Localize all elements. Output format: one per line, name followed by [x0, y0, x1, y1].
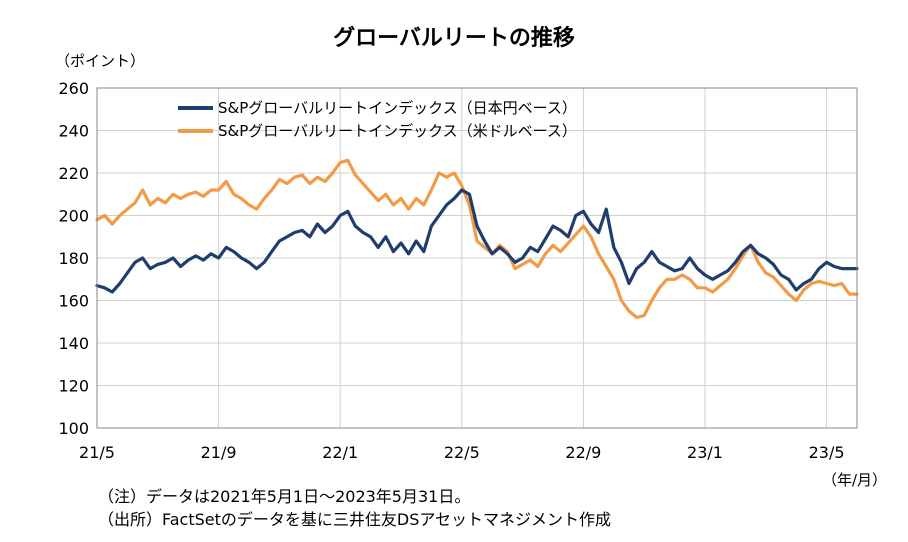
plot-frame: [96, 87, 858, 429]
y-tick-label: 140: [58, 334, 89, 353]
y-tick-label: 240: [58, 122, 89, 141]
y-axis-unit: （ポイント）: [55, 52, 145, 70]
y-tick-label: 220: [58, 164, 89, 183]
grid-lines: [96, 87, 857, 429]
x-axis-unit: （年/月）: [822, 471, 887, 489]
series-lines: [95, 158, 859, 320]
y-tick-label: 260: [58, 79, 89, 98]
footnote-data-period: （注）データは2021年5月1日～2023年5月31日。: [98, 487, 470, 506]
x-tick-label: 22/1: [322, 443, 358, 462]
x-tick-label: 21/9: [201, 443, 237, 462]
legend-label-usd: S&Pグローバルリートインデックス（米ドルベース）: [218, 122, 577, 140]
series-line-jpy: [95, 188, 859, 294]
y-tick-label: 100: [58, 419, 89, 438]
x-tick-label: 21/5: [79, 443, 115, 462]
series-line-usd: [95, 158, 859, 320]
y-tick-label: 160: [58, 292, 89, 311]
legend-label-jpy: S&Pグローバルリートインデックス（日本円ベース）: [218, 99, 577, 117]
y-tick-label: 200: [58, 207, 89, 226]
x-tick-label: 23/1: [687, 443, 723, 462]
x-tick-label: 22/5: [444, 443, 480, 462]
y-tick-label: 180: [58, 249, 89, 268]
chart-title: グローバルリートの推移: [333, 25, 575, 51]
x-tick-label: 23/5: [809, 443, 845, 462]
y-tick-label: 120: [58, 377, 89, 396]
x-axis-ticks: 21/5 21/9 22/1 22/5 22/9 23/1 23/5: [79, 443, 845, 462]
footnote-source: （出所）FactSetのデータを基に三井住友DSアセットマネジメント作成: [98, 510, 611, 529]
y-axis-ticks: 100 120 140 160 180 200 220 240 260: [58, 79, 89, 438]
x-tick-label: 22/9: [565, 443, 601, 462]
legend: S&Pグローバルリートインデックス（日本円ベース） S&Pグローバルリートインデッ…: [178, 99, 577, 140]
